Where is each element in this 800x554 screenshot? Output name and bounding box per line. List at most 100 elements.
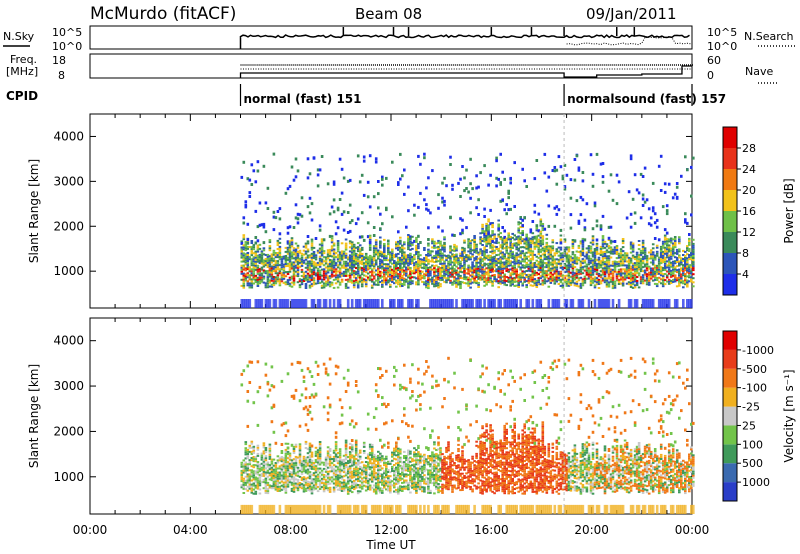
heatmap-cell (302, 490, 306, 493)
heatmap-cell (296, 263, 300, 265)
heatmap-cell (362, 266, 366, 269)
heatmap-cell (507, 260, 510, 263)
heatmap-cell (631, 250, 635, 253)
heatmap-cell (356, 248, 360, 251)
heatmap-cell (290, 243, 294, 246)
heatmap-cell (591, 265, 595, 268)
heatmap-cell (537, 277, 541, 280)
heatmap-cell (443, 244, 446, 247)
heatmap-cell (358, 180, 362, 184)
heatmap-cell (481, 272, 484, 275)
heatmap-cell (427, 260, 430, 263)
heatmap-cell (509, 250, 512, 253)
heatmap-cell (248, 360, 252, 364)
heatmap-cell (242, 492, 246, 494)
heatmap-cell (296, 212, 300, 216)
heatmap-cell (465, 226, 468, 230)
heatmap-cell (591, 271, 595, 274)
heatmap-cell (397, 261, 400, 263)
heatmap-cell (567, 276, 571, 279)
heatmap-cell (262, 164, 266, 168)
heatmap-cell (547, 277, 551, 280)
heatmap-cell (627, 190, 631, 194)
heatmap-cell (469, 278, 472, 281)
heatmap-cell (463, 259, 466, 262)
heatmap-cell (437, 270, 440, 273)
heatmap-cell (629, 157, 633, 161)
heatmap-cell (298, 361, 302, 365)
heatmap-cell (497, 266, 500, 268)
heatmap-cell (641, 280, 645, 283)
heatmap-cell (531, 262, 535, 265)
heatmap-cell (296, 483, 300, 486)
heatmap-cell (405, 268, 408, 271)
heatmap-cell (292, 271, 296, 274)
heatmap-cell (439, 258, 442, 261)
heatmap-cell (545, 241, 549, 244)
heatmap-cell (575, 282, 579, 285)
heatmap-cell (649, 273, 653, 276)
heatmap-cell (459, 266, 462, 269)
heatmap-cell (531, 242, 535, 245)
heatmap-cell (298, 278, 302, 281)
heatmap-cell (250, 459, 254, 462)
heatmap-cell (684, 269, 687, 272)
heatmap-cell (587, 277, 591, 280)
heatmap-cell (286, 467, 290, 470)
heatmap-cell (663, 258, 667, 261)
heatmap-cell (501, 265, 504, 268)
heatmap-cell (274, 216, 278, 220)
heatmap-cell (607, 189, 611, 193)
heatmap-cell (585, 253, 589, 256)
heatmap-cell (276, 264, 280, 267)
heatmap-cell (571, 243, 575, 245)
heatmap-cell (601, 237, 605, 240)
heatmap-cell (330, 241, 334, 244)
heatmap-cell (286, 273, 290, 275)
heatmap-cell (304, 274, 308, 277)
heatmap-cell (409, 275, 412, 277)
heatmap-cell (270, 472, 274, 475)
heatmap-cell (260, 280, 264, 283)
heatmap-cell (639, 249, 643, 252)
heatmap-cell (631, 282, 635, 285)
heatmap-cell (635, 255, 639, 258)
heatmap-cell (643, 255, 647, 258)
heatmap-cell (266, 475, 270, 478)
heatmap-cell (407, 185, 410, 189)
heatmap-cell (328, 265, 332, 268)
heatmap-cell (368, 275, 372, 278)
heatmap-cell (489, 238, 492, 241)
heatmap-cell (571, 267, 575, 270)
heatmap-cell (678, 282, 681, 285)
heatmap-cell (589, 270, 593, 272)
heatmap-cell (240, 278, 244, 281)
heatmap-cell (260, 299, 264, 308)
heatmap-cell (413, 262, 416, 265)
heatmap-cell (300, 283, 304, 286)
heatmap-cell (368, 246, 372, 249)
heatmap-cell (463, 263, 466, 266)
heatmap-cell (563, 252, 567, 255)
heatmap-cell (501, 279, 504, 282)
heatmap-cell (397, 246, 400, 249)
heatmap-cell (641, 241, 645, 244)
heatmap-cell (635, 282, 639, 284)
heatmap-cell (356, 258, 360, 261)
heatmap-cell (529, 239, 533, 242)
heatmap-cell (569, 196, 573, 200)
heatmap-cell (633, 264, 637, 267)
heatmap-cell (310, 254, 314, 257)
heatmap-cell (268, 281, 272, 284)
heatmap-cell (399, 248, 402, 251)
heatmap-cell (541, 283, 545, 286)
heatmap-cell (292, 464, 296, 467)
heatmap-cell (403, 192, 406, 196)
heatmap-cell (477, 281, 480, 284)
heatmap-cell (443, 250, 446, 253)
heatmap-cell (278, 481, 282, 484)
heatmap-cell (248, 258, 252, 261)
heatmap-cell (557, 279, 561, 281)
heatmap-cell (256, 246, 260, 249)
heatmap-cell (555, 258, 559, 261)
